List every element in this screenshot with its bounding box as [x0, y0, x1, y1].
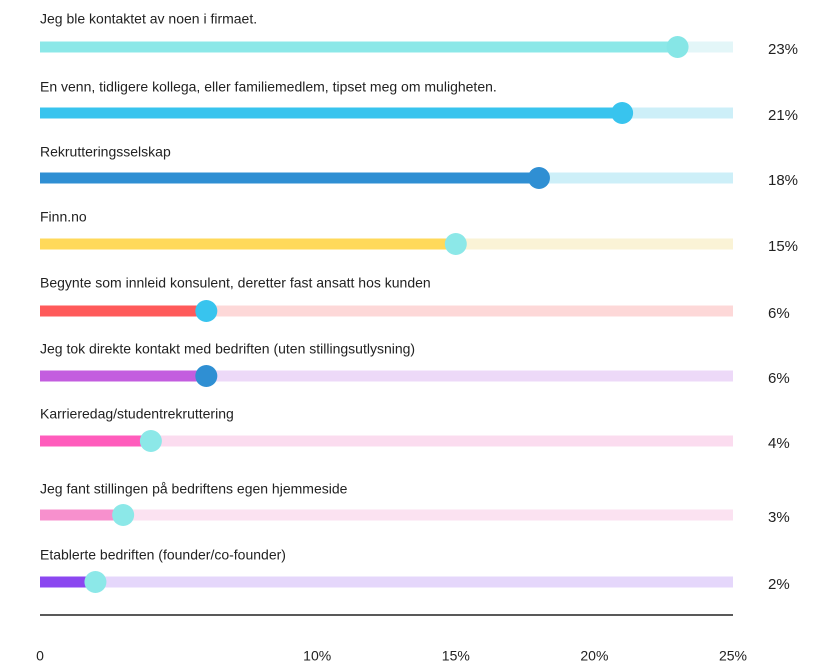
value-label: 6%	[768, 305, 790, 322]
category-label: En venn, tidligere kollega, eller famili…	[40, 79, 497, 95]
bar	[40, 238, 456, 250]
bar-track	[40, 435, 733, 447]
category-label: Begynte som innleid konsulent, deretter …	[40, 275, 431, 291]
bar-track	[40, 305, 733, 317]
bar-track	[40, 370, 733, 382]
value-label: 18%	[768, 172, 798, 189]
category-label: Finn.no	[40, 209, 87, 225]
bar	[40, 509, 124, 521]
bar	[40, 576, 96, 588]
bar	[40, 107, 623, 119]
bar-knob	[139, 430, 162, 452]
bar-knob	[84, 571, 107, 593]
bar	[40, 435, 151, 447]
x-tick-label: 25%	[719, 648, 747, 664]
category-label: Karrieredag/studentrekruttering	[40, 406, 234, 422]
value-label: 23%	[768, 41, 798, 58]
bar	[40, 172, 539, 184]
value-label: 4%	[768, 435, 790, 452]
bar-knob	[195, 365, 218, 387]
bar-track	[40, 509, 733, 521]
value-label: 15%	[768, 238, 798, 255]
bar-knob	[195, 300, 218, 322]
value-label: 6%	[768, 370, 790, 387]
category-label: Jeg fant stillingen på bedriftens egen h…	[40, 481, 348, 497]
category-label: Jeg tok direkte kontakt med bedriften (u…	[40, 341, 415, 357]
value-label: 3%	[768, 509, 790, 526]
bar	[40, 41, 678, 53]
bar	[40, 370, 207, 382]
x-tick-label: 20%	[580, 648, 608, 664]
bar-track	[40, 576, 733, 588]
x-tick-label: 15%	[442, 648, 470, 664]
x-tick-label: 10%	[303, 648, 331, 664]
bar-knob	[112, 504, 135, 526]
category-label: Etablerte bedriften (founder/co-founder)	[40, 547, 286, 563]
category-label: Rekrutteringsselskap	[40, 144, 171, 160]
bar-knob	[527, 167, 550, 189]
bar	[40, 305, 207, 317]
value-label: 2%	[768, 576, 790, 593]
bar-knob	[611, 102, 634, 124]
category-label: Jeg ble kontaktet av noen i firmaet.	[40, 11, 257, 27]
x-tick-label: 0	[36, 648, 44, 664]
bar-knob	[444, 233, 467, 255]
bar-knob	[666, 36, 689, 58]
value-label: 21%	[768, 107, 798, 124]
